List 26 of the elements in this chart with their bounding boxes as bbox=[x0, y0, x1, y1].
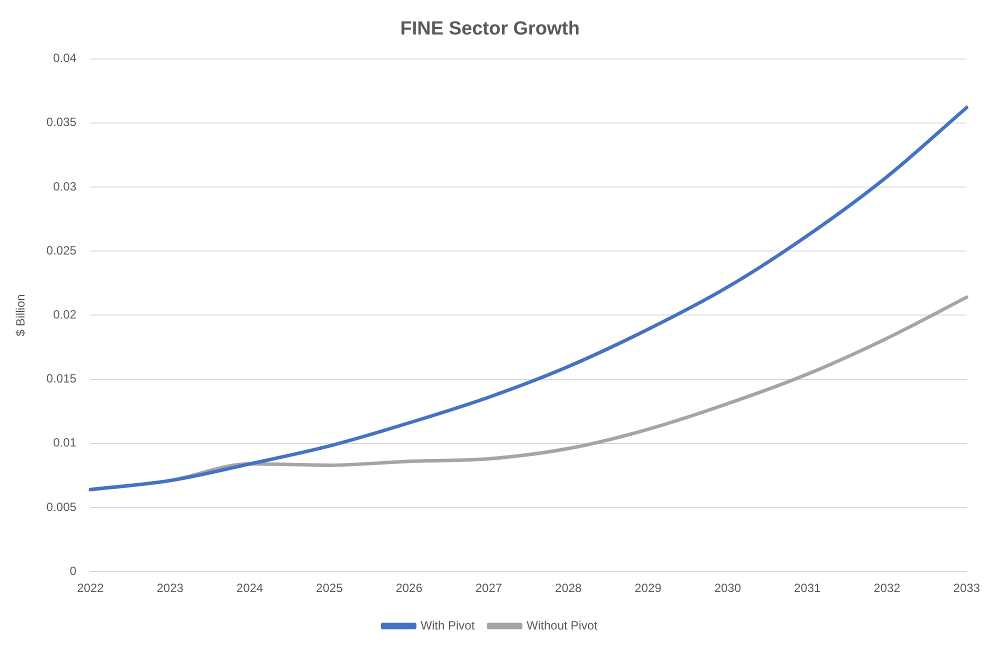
x-tick-label: 2032 bbox=[874, 581, 901, 596]
x-tick-label: 2027 bbox=[475, 581, 502, 596]
x-tick-label: 2033 bbox=[953, 581, 980, 596]
x-tick-label: 2031 bbox=[794, 581, 822, 596]
y-tick-label: 0.02 bbox=[53, 308, 77, 322]
y-tick-label: 0.005 bbox=[46, 500, 77, 514]
x-tick-label: 2026 bbox=[396, 581, 423, 596]
x-tick-label: 2028 bbox=[555, 581, 582, 596]
y-tick-label: 0.04 bbox=[53, 51, 77, 66]
x-tick-label: 2024 bbox=[236, 581, 264, 596]
y-tick-label: 0.03 bbox=[53, 179, 77, 194]
x-tick-label: 2030 bbox=[714, 581, 742, 596]
x-tick-label: 2022 bbox=[77, 581, 104, 596]
y-axis-title: $ Billion bbox=[14, 294, 28, 336]
y-tick-label: 0 bbox=[70, 564, 77, 578]
legend-label: With Pivot bbox=[420, 618, 476, 632]
y-tick-label: 0.01 bbox=[53, 436, 77, 450]
y-tick-label: 0.025 bbox=[46, 243, 77, 258]
x-tick-label: 2025 bbox=[316, 581, 344, 596]
legend-label: Without Pivot bbox=[526, 618, 598, 632]
y-tick-label: 0.015 bbox=[46, 372, 77, 386]
y-tick-label: 0.035 bbox=[46, 115, 77, 130]
x-tick-label: 2029 bbox=[634, 581, 662, 596]
x-tick-label: 2023 bbox=[156, 581, 184, 596]
chart-title: FINE Sector Growth bbox=[400, 18, 580, 40]
line-series bbox=[88, 106, 968, 492]
